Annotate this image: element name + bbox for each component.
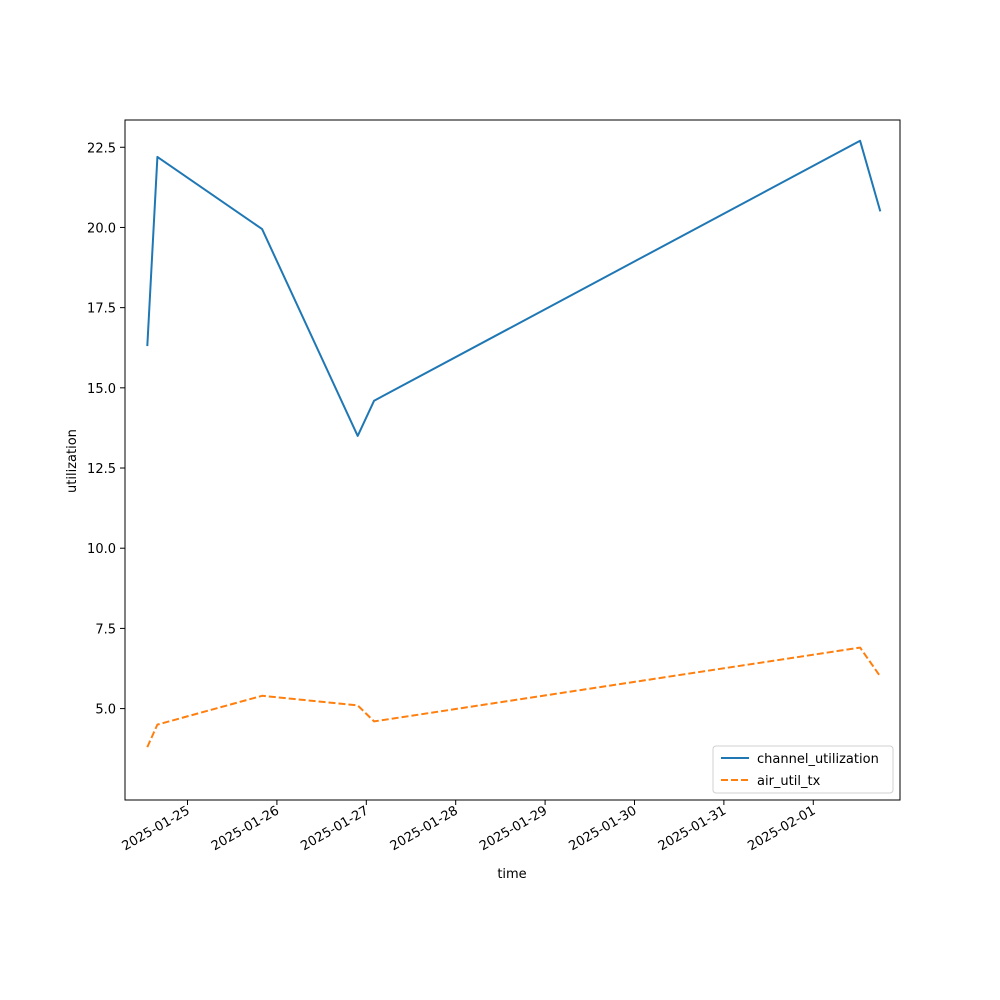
y-tick-label: 12.5: [87, 462, 116, 477]
x-tick-label: 2025-01-30: [567, 803, 640, 854]
x-axis-ticks: 2025-01-25 2025-01-26 2025-01-27 2025-01-28…: [120, 800, 818, 854]
y-tick-label: 5.0: [95, 703, 116, 718]
y-tick-label: 17.5: [87, 302, 116, 317]
plot-frame: [124, 119, 901, 801]
x-tick-label: 2025-02-01: [745, 803, 818, 854]
series-line-air-util-tx: [146, 646, 882, 748]
x-tick-label: 2025-01-25: [120, 803, 193, 854]
series-group: [146, 139, 882, 748]
y-tick-label: 15.0: [87, 382, 116, 397]
legend: channel_utilization air_util_tx: [712, 745, 894, 794]
x-tick-label: 2025-01-27: [298, 803, 371, 854]
series-line-channel-utilization: [146, 139, 882, 437]
legend-box: [712, 745, 894, 794]
y-tick-label: 20.0: [87, 221, 116, 236]
x-tick-label: 2025-01-31: [656, 803, 729, 854]
y-tick-label: 7.5: [95, 622, 116, 637]
y-axis-ticks: 5.0 7.5 10.0 12.5 15.0 17.5 20.0 22.5: [87, 141, 125, 718]
legend-label-air-util-tx: air_util_tx: [757, 774, 821, 789]
y-axis-title: utilization: [65, 429, 80, 493]
y-tick-label: 10.0: [87, 542, 116, 557]
y-tick-label: 22.5: [87, 141, 116, 156]
x-tick-label: 2025-01-26: [209, 803, 282, 854]
x-tick-label: 2025-01-29: [477, 803, 550, 854]
x-tick-label: 2025-01-28: [388, 803, 461, 854]
x-axis-title: time: [497, 867, 526, 882]
plot-area: [125, 120, 900, 800]
legend-label-channel-utilization: channel_utilization: [757, 752, 879, 767]
